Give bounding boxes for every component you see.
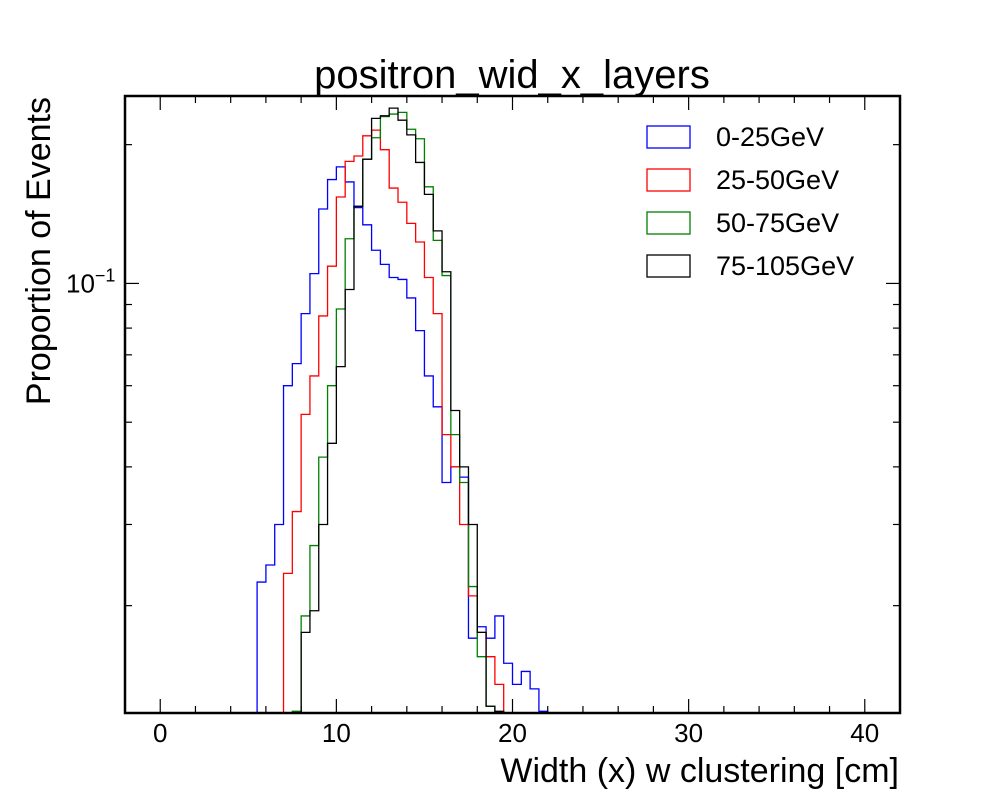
legend-swatch bbox=[646, 211, 691, 235]
y-tick-label: 10−1 bbox=[66, 265, 115, 298]
series-layer bbox=[256, 107, 549, 713]
x-tick-label: 20 bbox=[498, 718, 527, 748]
chart-title: positron_wid_x_layers bbox=[314, 53, 710, 97]
x-axis-label: Width (x) w clustering [cm] bbox=[500, 752, 899, 790]
x-tick-label: 10 bbox=[322, 718, 351, 748]
series-line-3 bbox=[291, 111, 496, 713]
x-tick-label: 40 bbox=[850, 718, 879, 748]
legend-swatch bbox=[646, 125, 691, 149]
plot-frame bbox=[123, 94, 902, 715]
legend-label: 0-25GeV bbox=[716, 122, 824, 152]
y-axis-label: Proportion of Events bbox=[20, 97, 58, 405]
legend-label: 75-105GeV bbox=[716, 251, 854, 281]
series-line-4 bbox=[300, 107, 505, 713]
x-tick-label: 0 bbox=[153, 718, 167, 748]
legend-swatch bbox=[646, 168, 691, 192]
series-line-1 bbox=[256, 166, 549, 713]
legend: 0-25GeV 25-50GeV 50-75GeV 75-105GeV bbox=[646, 122, 854, 281]
legend-swatch bbox=[646, 254, 691, 278]
tick-layer: 0 10 20 30 40 10−1 bbox=[66, 96, 901, 748]
legend-label: 50-75GeV bbox=[716, 208, 839, 238]
series-line-2 bbox=[282, 129, 505, 713]
legend-label: 25-50GeV bbox=[716, 165, 839, 195]
x-tick-label: 30 bbox=[674, 718, 703, 748]
